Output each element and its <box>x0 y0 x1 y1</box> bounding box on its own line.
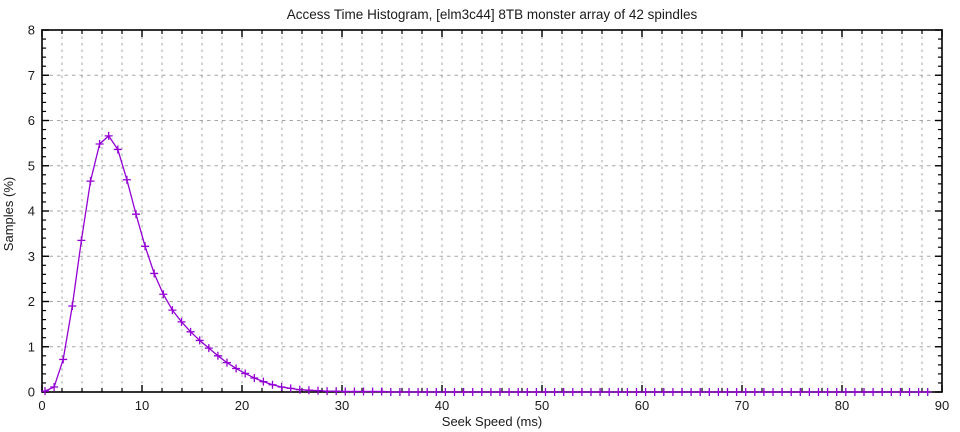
y-tick-label: 4 <box>28 204 35 219</box>
y-tick-label: 6 <box>28 113 35 128</box>
x-tick-label: 40 <box>435 398 449 413</box>
y-tick-label: 7 <box>28 68 35 83</box>
x-tick-label: 0 <box>38 398 45 413</box>
chart-title: Access Time Histogram, [elm3c44] 8TB mon… <box>287 7 698 22</box>
x-tick-label: 70 <box>735 398 749 413</box>
x-tick-label: 50 <box>535 398 549 413</box>
x-tick-label: 30 <box>335 398 349 413</box>
x-tick-label: 90 <box>935 398 949 413</box>
series-line <box>44 135 928 393</box>
tick-layer <box>41 29 943 393</box>
y-tick-label: 3 <box>28 249 35 264</box>
x-axis-label: Seek Speed (ms) <box>442 414 542 429</box>
x-tick-label: 80 <box>835 398 849 413</box>
y-tick-label: 2 <box>28 294 35 309</box>
y-tick-label: 1 <box>28 339 35 354</box>
x-tick-label: 10 <box>135 398 149 413</box>
y-tick-label: 5 <box>28 158 35 173</box>
series-markers <box>41 131 932 396</box>
y-axis-label: Samples (%) <box>1 177 16 251</box>
series-layer <box>41 131 932 396</box>
grid-layer <box>42 30 942 392</box>
y-tick-label: 0 <box>28 385 35 400</box>
x-tick-label: 20 <box>235 398 249 413</box>
tick-label-layer: 0 10 20 30 40 50 60 70 80 90 0 1 2 3 4 5 6 7 8 <box>28 23 949 414</box>
x-tick-label: 60 <box>635 398 649 413</box>
y-tick-label: 8 <box>28 23 35 38</box>
